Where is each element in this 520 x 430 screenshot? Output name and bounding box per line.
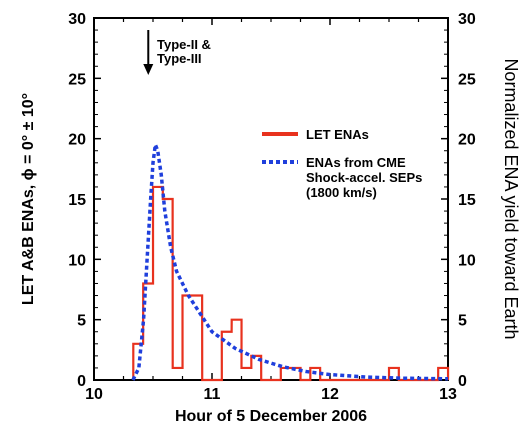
x-tick-label: 13 <box>439 386 457 403</box>
y-tick-label-right: 20 <box>458 132 476 149</box>
y-tick-label-left: 0 <box>77 373 86 390</box>
y-tick-label-right: 15 <box>458 192 476 209</box>
y-tick-label-right: 5 <box>458 313 467 330</box>
y-tick-label-right: 30 <box>458 11 476 28</box>
y-tick-label-left: 20 <box>68 132 86 149</box>
x-tick-label: 12 <box>321 386 339 403</box>
y-axis-title-right: Normalized ENA yield toward Earth <box>501 58 520 339</box>
x-tick-label: 10 <box>85 386 103 403</box>
series-cme-enas-curve <box>131 144 449 381</box>
y-tick-label-right: 25 <box>458 71 476 88</box>
series-group <box>131 144 450 382</box>
annotation-arrow-head <box>143 64 154 75</box>
legend-label-cme-enas: ENAs from CME Shock-accel. SEPs (1800 km… <box>306 155 426 200</box>
y-axis-title-left: LET A&B ENAs, ϕ = 0° ± 10° <box>20 93 37 305</box>
y-tick-label-left: 5 <box>77 313 86 330</box>
y-tick-label-left: 10 <box>68 252 86 269</box>
y-tick-label-left: 25 <box>68 71 86 88</box>
y-tick-label-right: 10 <box>458 252 476 269</box>
legend-label-let-enas: LET ENAs <box>306 127 369 142</box>
legend: LET ENAs ENAs from CME Shock-accel. SEPs… <box>262 127 426 200</box>
type-ii-iii-annotation: Type-II & Type-III <box>143 30 211 75</box>
x-tick-label: 11 <box>204 386 221 403</box>
y-tick-label-left: 15 <box>68 192 86 209</box>
annotation-label-line-2: Type-III <box>157 51 202 66</box>
annotation-label-line-1: Type-II & <box>157 37 211 52</box>
x-axis-title: Hour of 5 December 2006 <box>175 408 367 425</box>
y-tick-label-left: 30 <box>68 11 86 28</box>
series-let-enas-histogram <box>132 185 450 382</box>
y-tick-label-right: 0 <box>458 373 467 390</box>
